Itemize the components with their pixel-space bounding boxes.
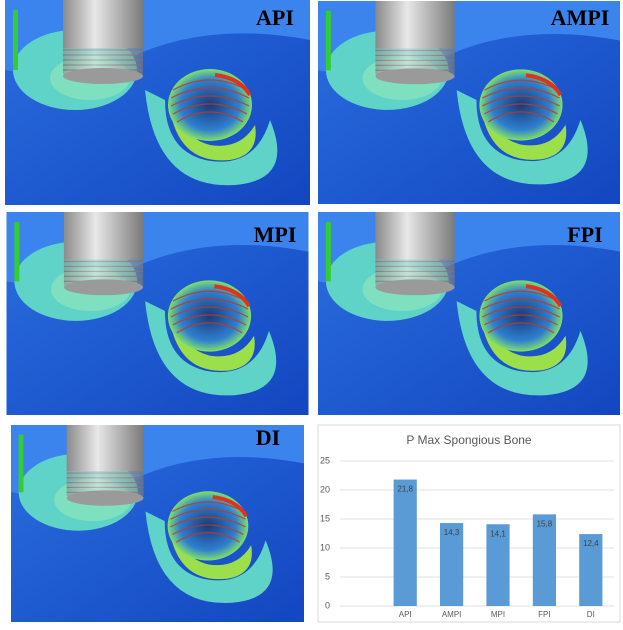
y-tick-label: 25 [320,455,330,465]
panel-label: AMPI [551,5,610,30]
bar [486,524,510,606]
y-tick-label: 0 [325,600,330,610]
panel-label: MPI [254,222,297,247]
x-tick-label: API [399,610,412,619]
y-tick-label: 20 [320,484,330,494]
bar [579,534,603,606]
chart-frame [317,424,621,623]
x-tick-label: FPI [538,610,550,619]
bar [532,514,556,606]
panel-label: DI [256,425,280,450]
bar [393,479,417,606]
x-tick-label: AMPI [442,610,462,619]
fea-panel: MPI [6,212,308,415]
fea-panel: DI [11,425,304,622]
value-label: 12,4 [583,539,599,548]
bar [440,523,464,606]
y-tick-label: 5 [325,571,330,581]
value-label: 15,8 [537,519,553,528]
panel-label: FPI [567,222,602,247]
fea-panel: AMPI [318,1,620,204]
fea-panel: FPI [318,212,620,415]
value-label: 14,1 [490,529,506,538]
fea-panel: API [5,0,310,205]
value-label: 14,3 [444,528,460,537]
y-tick-label: 15 [320,513,330,523]
chart-title: P Max Spongious Bone [406,433,532,447]
x-tick-label: DI [587,610,595,619]
value-label: 21,8 [397,485,413,494]
y-tick-label: 10 [320,542,330,552]
panel-label: API [256,5,294,30]
x-tick-label: MPI [491,610,505,619]
